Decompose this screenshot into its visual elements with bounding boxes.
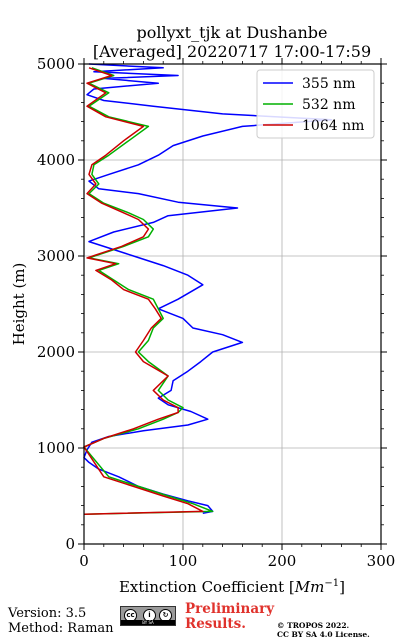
preliminary-line-2: Results.	[185, 616, 246, 632]
license-badge-label: BY SA	[121, 620, 175, 625]
y-tick-label: 2000	[37, 343, 75, 361]
copyright-note: © TROPOS 2022. CC BY SA 4.0 License.	[277, 621, 370, 639]
x-tick-label: 100	[169, 552, 198, 570]
y-axis-label: Height (m)	[10, 263, 28, 346]
legend-label: 1064 nm	[302, 118, 364, 134]
x-tick-label: 200	[268, 552, 297, 570]
method-text: Method: Raman	[8, 621, 114, 636]
x-tick-label: 0	[79, 552, 89, 570]
series-line-1064-nm	[83, 67, 204, 515]
series-line-355-nm	[83, 63, 333, 515]
version-text: Version: 3.5	[8, 606, 87, 621]
y-tick-label: 0	[65, 535, 75, 553]
legend-box	[256, 69, 375, 139]
legend-label: 532 nm	[302, 97, 355, 113]
sa-icon: ↻	[159, 609, 172, 622]
y-tick-label: 5000	[37, 55, 75, 73]
copyright-line-1: © TROPOS 2022.	[277, 621, 350, 630]
legend: 355 nm 532 nm 1064 nm	[256, 69, 375, 139]
preliminary-results-note: Preliminary Results.	[185, 602, 274, 632]
cc-license-badge: cc i ↻ BY SA	[120, 606, 176, 626]
copyright-line-2: CC BY SA 4.0 License.	[277, 630, 370, 639]
y-tick-label: 4000	[37, 151, 75, 169]
chart-title: pollyxt_tjk at Dushanbe	[136, 23, 327, 42]
preliminary-line-1: Preliminary	[185, 601, 275, 617]
legend-label: 355 nm	[302, 76, 355, 92]
series-layer	[83, 63, 333, 515]
y-tick-label: 3000	[37, 247, 75, 265]
x-axis-label: Extinction Coefficient [Mm−1]	[119, 578, 345, 596]
plot-frame	[83, 63, 382, 545]
x-tick-label: 300	[367, 552, 396, 570]
y-tick-label: 1000	[37, 439, 75, 457]
chart-subtitle: [Averaged] 20220717 17:00-17:59	[93, 42, 371, 61]
series-line-532-nm	[83, 67, 214, 515]
